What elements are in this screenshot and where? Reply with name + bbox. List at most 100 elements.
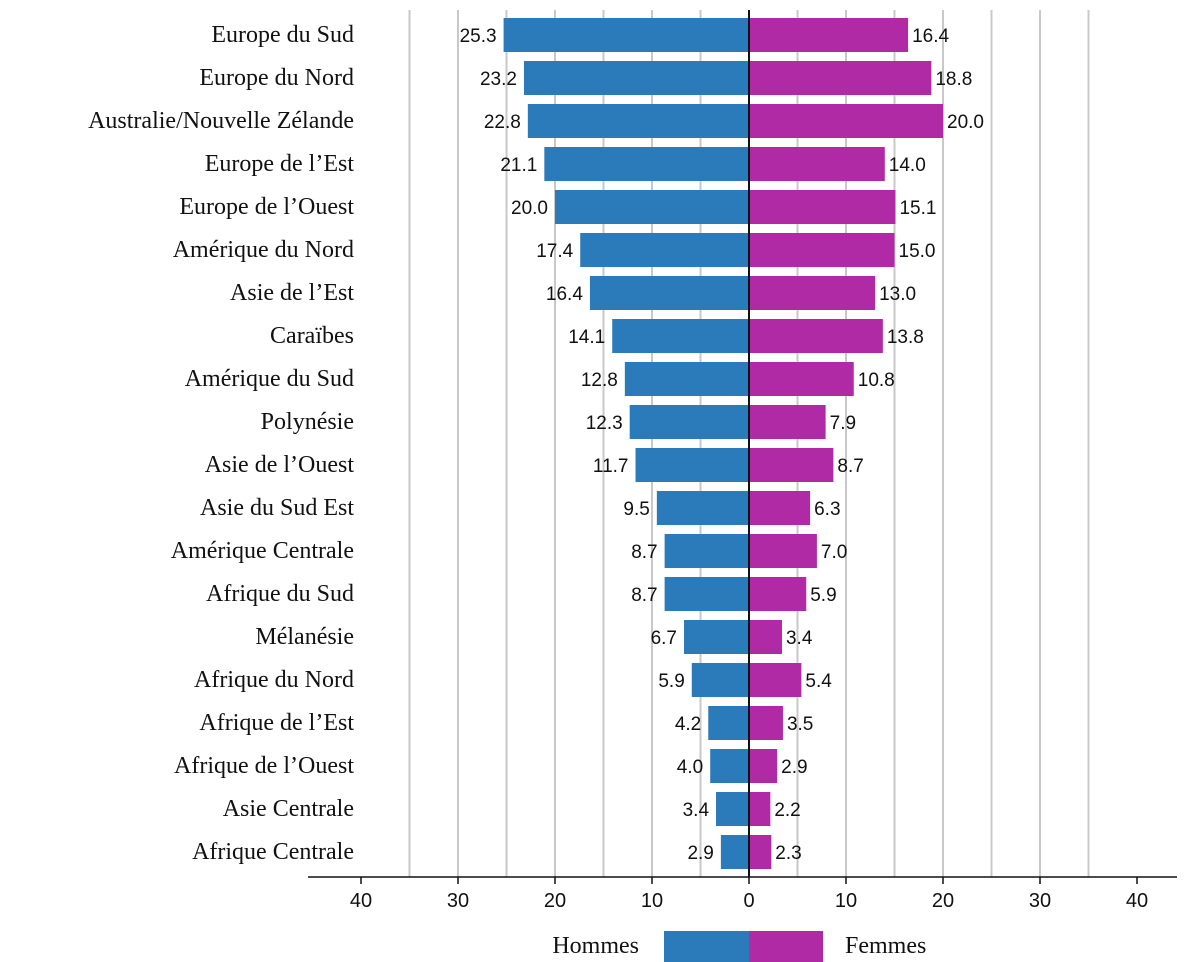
bar-hommes — [684, 620, 749, 654]
value-label-femmes: 2.2 — [774, 800, 800, 821]
value-label-femmes: 7.0 — [821, 542, 847, 563]
legend-swatch-femmes — [749, 931, 823, 962]
bar-hommes — [691, 663, 749, 697]
bar-femmes — [749, 706, 783, 740]
legend: Hommes Femmes — [552, 931, 926, 962]
bar-femmes — [749, 491, 811, 525]
value-label-femmes: 6.3 — [814, 499, 840, 520]
value-label-hommes: 16.4 — [546, 284, 583, 305]
bar-hommes — [527, 104, 749, 138]
category-label: Afrique de l’Est — [199, 710, 354, 736]
bar-hommes — [710, 749, 749, 783]
bar-femmes — [749, 61, 932, 95]
bar-hommes — [708, 706, 749, 740]
bar-femmes — [749, 749, 778, 783]
value-label-femmes: 15.1 — [899, 198, 936, 219]
x-axis: 40 30 20 10 0 10 20 30 40 — [308, 876, 1177, 912]
bar-femmes — [749, 104, 943, 138]
bar-femmes — [749, 835, 772, 869]
value-label-hommes: 9.5 — [623, 499, 649, 520]
legend-label-hommes: Hommes — [552, 933, 639, 959]
bar-femmes — [749, 147, 885, 181]
value-label-femmes: 13.0 — [879, 284, 916, 305]
bar-femmes — [749, 448, 834, 482]
value-label-femmes: 3.4 — [786, 628, 813, 649]
bar-hommes — [664, 534, 749, 568]
x-tick-label: 20 — [544, 890, 566, 912]
value-label-femmes: 5.9 — [810, 585, 836, 606]
value-label-hommes: 22.8 — [484, 112, 521, 133]
x-tick-label: 40 — [350, 890, 372, 912]
value-label-hommes: 14.1 — [568, 327, 605, 348]
category-label: Mélanésie — [255, 624, 354, 650]
value-label-femmes: 8.7 — [837, 456, 863, 477]
value-label-hommes: 12.3 — [586, 413, 623, 434]
bar-hommes — [555, 190, 749, 224]
value-label-femmes: 2.3 — [775, 843, 801, 864]
bar-femmes — [749, 663, 802, 697]
bars — [503, 18, 943, 869]
bar-femmes — [749, 190, 896, 224]
bar-femmes — [749, 319, 883, 353]
bar-hommes — [635, 448, 749, 482]
x-tick-label: 10 — [641, 890, 663, 912]
category-label: Europe du Sud — [211, 22, 354, 48]
bar-femmes — [749, 18, 909, 52]
value-label-femmes: 10.8 — [858, 370, 895, 391]
value-label-hommes: 12.8 — [581, 370, 618, 391]
bar-hommes — [629, 405, 749, 439]
value-label-hommes: 25.3 — [460, 26, 497, 47]
value-label-femmes: 15.0 — [899, 241, 936, 262]
bar-hommes — [503, 18, 749, 52]
value-label-hommes: 23.2 — [480, 69, 517, 90]
x-tick-label: 40 — [1126, 890, 1148, 912]
value-label-femmes: 13.8 — [887, 327, 924, 348]
bar-hommes — [624, 362, 749, 396]
value-label-femmes: 14.0 — [889, 155, 926, 176]
value-label-hommes: 20.0 — [511, 198, 548, 219]
value-label-femmes: 2.9 — [781, 757, 807, 778]
category-label: Australie/Nouvelle Zélande — [88, 108, 354, 134]
value-label-hommes: 2.9 — [687, 843, 713, 864]
category-labels: Europe du Sud Europe du Nord Australie/Nou… — [88, 22, 354, 865]
value-label-femmes: 20.0 — [947, 112, 984, 133]
category-label: Asie du Sud Est — [200, 495, 354, 521]
x-tick-label: 20 — [932, 890, 954, 912]
category-label: Afrique Centrale — [192, 839, 354, 865]
value-label-femmes: 18.8 — [935, 69, 972, 90]
category-label: Amérique du Sud — [185, 366, 354, 392]
category-label: Asie Centrale — [223, 796, 354, 822]
value-label-hommes: 11.7 — [593, 456, 629, 477]
bar-femmes — [749, 620, 782, 654]
category-label: Europe de l’Est — [205, 151, 355, 177]
bar-femmes — [749, 792, 771, 826]
legend-swatch-hommes — [664, 931, 749, 962]
category-label: Afrique de l’Ouest — [174, 753, 354, 779]
value-label-hommes: 4.0 — [677, 757, 703, 778]
value-label-femmes: 3.5 — [787, 714, 813, 735]
x-tick-label: 30 — [1029, 890, 1051, 912]
category-label: Afrique du Sud — [206, 581, 354, 607]
category-label: Asie de l’Est — [230, 280, 354, 306]
x-tick-label: 0 — [743, 890, 754, 912]
value-label-femmes: 5.4 — [805, 671, 832, 692]
bar-femmes — [749, 276, 876, 310]
category-label: Amérique du Nord — [173, 237, 354, 263]
x-tick-label: 10 — [835, 890, 857, 912]
bar-femmes — [749, 534, 817, 568]
category-label: Asie de l’Ouest — [205, 452, 355, 478]
bar-hommes — [523, 61, 749, 95]
value-label-hommes: 4.2 — [675, 714, 701, 735]
value-label-hommes: 8.7 — [631, 542, 657, 563]
category-label: Amérique Centrale — [171, 538, 354, 564]
category-label: Afrique du Nord — [194, 667, 354, 693]
value-label-hommes: 17.4 — [536, 241, 573, 262]
bar-femmes — [749, 577, 807, 611]
legend-label-femmes: Femmes — [845, 933, 926, 959]
category-label: Europe du Nord — [199, 65, 354, 91]
value-label-femmes: 7.9 — [830, 413, 856, 434]
value-label-hommes: 8.7 — [631, 585, 657, 606]
value-label-hommes: 6.7 — [651, 628, 677, 649]
bar-hommes — [664, 577, 749, 611]
